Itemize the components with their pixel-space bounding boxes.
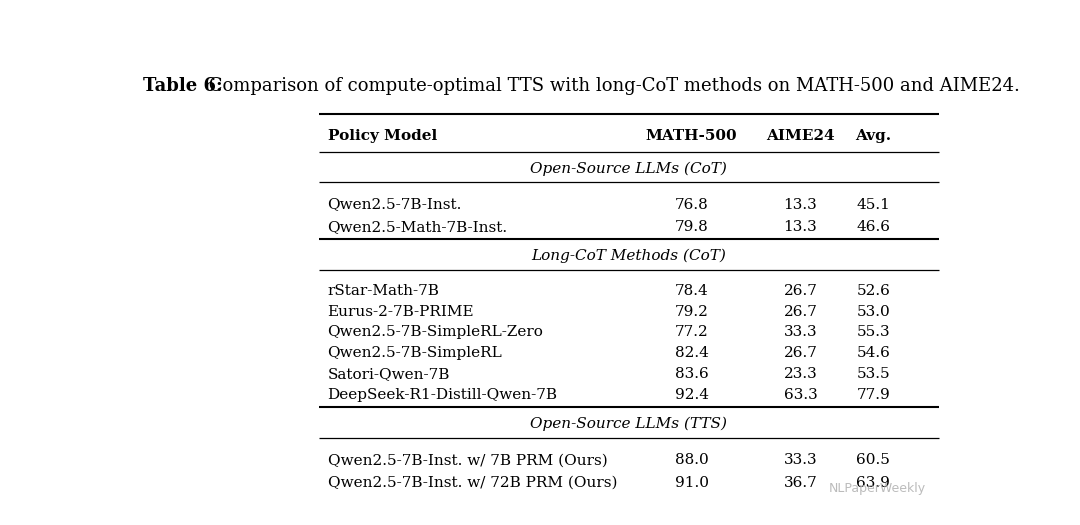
Text: 23.3: 23.3 bbox=[784, 367, 818, 381]
Text: Qwen2.5-7B-Inst.: Qwen2.5-7B-Inst. bbox=[327, 197, 462, 212]
Text: 55.3: 55.3 bbox=[856, 326, 890, 339]
Text: 79.8: 79.8 bbox=[675, 220, 708, 234]
Text: 36.7: 36.7 bbox=[784, 476, 818, 490]
Text: 46.6: 46.6 bbox=[856, 220, 890, 234]
Text: 79.2: 79.2 bbox=[675, 304, 708, 319]
Text: Qwen2.5-7B-SimpleRL-Zero: Qwen2.5-7B-SimpleRL-Zero bbox=[327, 326, 543, 339]
Text: 26.7: 26.7 bbox=[783, 304, 818, 319]
Text: Open-Source LLMs (TTS): Open-Source LLMs (TTS) bbox=[530, 417, 727, 432]
Text: Comparison of compute-optimal TTS with long-CoT methods on MATH-500 and AIME24.: Comparison of compute-optimal TTS with l… bbox=[203, 77, 1020, 95]
Text: AIME24: AIME24 bbox=[766, 129, 835, 143]
Text: 91.0: 91.0 bbox=[675, 476, 708, 490]
Text: 63.9: 63.9 bbox=[856, 476, 890, 490]
Text: 78.4: 78.4 bbox=[675, 284, 708, 298]
Text: 77.2: 77.2 bbox=[675, 326, 708, 339]
Text: Policy Model: Policy Model bbox=[327, 129, 436, 143]
Text: Qwen2.5-Math-7B-Inst.: Qwen2.5-Math-7B-Inst. bbox=[327, 220, 508, 234]
Text: 33.3: 33.3 bbox=[784, 453, 818, 467]
Text: Long-CoT Methods (CoT): Long-CoT Methods (CoT) bbox=[531, 249, 726, 264]
Text: Satori-Qwen-7B: Satori-Qwen-7B bbox=[327, 367, 450, 381]
Text: 13.3: 13.3 bbox=[784, 220, 818, 234]
Text: 92.4: 92.4 bbox=[675, 388, 708, 402]
Text: NLPaperWeekly: NLPaperWeekly bbox=[828, 482, 926, 495]
Text: Qwen2.5-7B-Inst. w/ 72B PRM (Ours): Qwen2.5-7B-Inst. w/ 72B PRM (Ours) bbox=[327, 476, 617, 490]
Text: rStar-Math-7B: rStar-Math-7B bbox=[327, 284, 440, 298]
Text: 82.4: 82.4 bbox=[675, 346, 708, 360]
Text: 76.8: 76.8 bbox=[675, 197, 708, 212]
Text: Qwen2.5-7B-SimpleRL: Qwen2.5-7B-SimpleRL bbox=[327, 346, 502, 360]
Text: Open-Source LLMs (CoT): Open-Source LLMs (CoT) bbox=[530, 161, 727, 176]
Text: 26.7: 26.7 bbox=[783, 284, 818, 298]
Text: 63.3: 63.3 bbox=[784, 388, 818, 402]
Text: 53.0: 53.0 bbox=[856, 304, 890, 319]
Text: Table 6:: Table 6: bbox=[144, 77, 222, 95]
Text: MATH-500: MATH-500 bbox=[646, 129, 738, 143]
Text: Qwen2.5-7B-Inst. w/ 7B PRM (Ours): Qwen2.5-7B-Inst. w/ 7B PRM (Ours) bbox=[327, 453, 607, 467]
Text: 60.5: 60.5 bbox=[856, 453, 890, 467]
Text: 83.6: 83.6 bbox=[675, 367, 708, 381]
Text: 88.0: 88.0 bbox=[675, 453, 708, 467]
Text: 53.5: 53.5 bbox=[856, 367, 890, 381]
Text: 26.7: 26.7 bbox=[783, 346, 818, 360]
Text: Eurus-2-7B-PRIME: Eurus-2-7B-PRIME bbox=[327, 304, 474, 319]
Text: 45.1: 45.1 bbox=[856, 197, 890, 212]
Text: Avg.: Avg. bbox=[855, 129, 891, 143]
Text: 13.3: 13.3 bbox=[784, 197, 818, 212]
Text: 33.3: 33.3 bbox=[784, 326, 818, 339]
Text: 52.6: 52.6 bbox=[856, 284, 890, 298]
Text: DeepSeek-R1-Distill-Qwen-7B: DeepSeek-R1-Distill-Qwen-7B bbox=[327, 388, 557, 402]
Text: 77.9: 77.9 bbox=[856, 388, 890, 402]
Text: 54.6: 54.6 bbox=[856, 346, 890, 360]
